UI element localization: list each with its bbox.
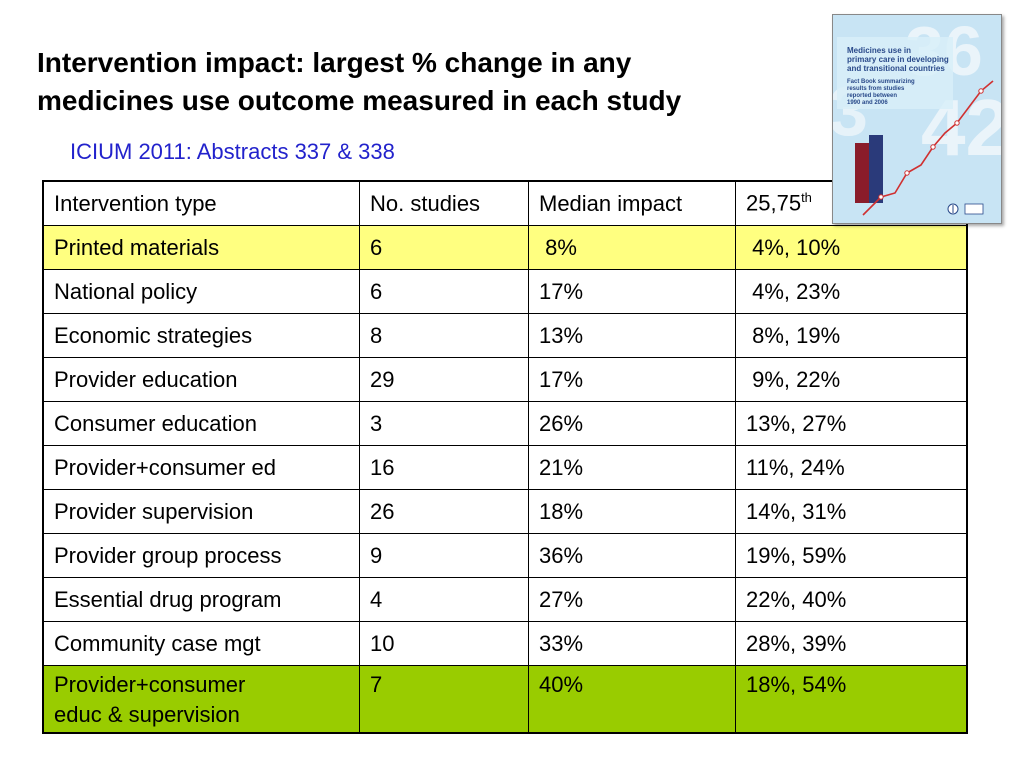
cell-median: 27% [528, 577, 736, 622]
page-title: Intervention impact: largest % change in… [37, 44, 837, 120]
header-no-studies: No. studies [359, 180, 529, 226]
cover-bar-2 [869, 135, 883, 203]
cell-range: 28%, 39% [735, 621, 968, 666]
cell-studies: 10 [359, 621, 529, 666]
impact-table: Intervention type No. studies Median imp… [42, 180, 968, 734]
fact-book-cover-graphic: 36 42 3 Medicines use in primary care in… [833, 15, 1001, 223]
cell-range: 13%, 27% [735, 401, 968, 446]
cell-studies: 3 [359, 401, 529, 446]
table-row-provider-supervision: Provider supervision 26 18% 14%, 31% [42, 489, 968, 534]
table-row-national-policy: National policy 6 17% 4%, 23% [42, 269, 968, 314]
cover-bar-1 [855, 143, 869, 203]
table-row-provider-education: Provider education 29 17% 9%, 22% [42, 357, 968, 402]
cell-studies: 8 [359, 313, 529, 358]
cell-type: Community case mgt [42, 621, 360, 666]
table-row-community-case-mgt: Community case mgt 10 33% 28%, 39% [42, 621, 968, 666]
header-intervention-type: Intervention type [42, 180, 360, 226]
cell-type: Economic strategies [42, 313, 360, 358]
who-emblem-icon [947, 203, 959, 215]
cover-title-line-1: Medicines use in [847, 46, 911, 55]
cell-type: Essential drug program [42, 577, 360, 622]
partner-logo-icon [964, 203, 984, 215]
table-row-essential-drug-program: Essential drug program 4 27% 22%, 40% [42, 577, 968, 622]
table-row-printed-materials: Printed materials 6 8% 4%, 10% [42, 225, 968, 270]
table-row-provider-consumer-ed: Provider+consumer ed 16 21% 11%, 24% [42, 445, 968, 490]
table-row-consumer-education: Consumer education 3 26% 13%, 27% [42, 401, 968, 446]
cell-studies: 7 [359, 665, 529, 734]
cell-median: 13% [528, 313, 736, 358]
cell-median: 17% [528, 357, 736, 402]
subtitle: ICIUM 2011: Abstracts 337 & 338 [70, 139, 395, 164]
cell-type-line-1: Provider+consumer [54, 672, 246, 697]
table-row-provider-consumer-educ-supervision: Provider+consumer educ & supervision 7 40… [42, 665, 968, 734]
cell-studies: 6 [359, 269, 529, 314]
cell-range: 9%, 22% [735, 357, 968, 402]
cell-range: 11%, 24% [735, 445, 968, 490]
cover-title-line-2: primary care in developing [847, 55, 949, 64]
cell-range: 18%, 54% [735, 665, 968, 734]
title-line-1: Intervention impact: largest % change in… [37, 47, 632, 78]
cover-desc-line-4: 1990 and 2006 [847, 100, 888, 106]
fact-book-cover-image: 36 42 3 Medicines use in primary care in… [832, 14, 1002, 224]
table-row-provider-group-process: Provider group process 9 36% 19%, 59% [42, 533, 968, 578]
cell-median: 18% [528, 489, 736, 534]
cell-median: 40% [528, 665, 736, 734]
header-percentile-suffix: th [801, 190, 812, 206]
cell-studies: 6 [359, 225, 529, 270]
cell-range: 19%, 59% [735, 533, 968, 578]
cell-studies: 9 [359, 533, 529, 578]
cell-studies: 29 [359, 357, 529, 402]
cell-range: 4%, 10% [735, 225, 968, 270]
cell-studies: 4 [359, 577, 529, 622]
cell-median: 36% [528, 533, 736, 578]
cell-median: 17% [528, 269, 736, 314]
cell-range: 14%, 31% [735, 489, 968, 534]
cell-type: Provider education [42, 357, 360, 402]
cell-type: Printed materials [42, 225, 360, 270]
cell-range: 8%, 19% [735, 313, 968, 358]
cell-type: Provider supervision [42, 489, 360, 534]
header-median-impact: Median impact [528, 180, 736, 226]
title-line-2: medicines use outcome measured in each s… [37, 85, 682, 116]
cover-desc-line-2: results from studies [847, 86, 905, 92]
header-percentile-text: 25,75 [746, 190, 802, 216]
cell-type: Provider+consumer educ & supervision [42, 665, 360, 734]
cell-median: 21% [528, 445, 736, 490]
cover-desc-line-3: reported between [847, 93, 897, 99]
cell-type: Provider+consumer ed [42, 445, 360, 490]
impact-table-container: Intervention type No. studies Median imp… [42, 180, 968, 734]
cell-median: 33% [528, 621, 736, 666]
cell-type: National policy [42, 269, 360, 314]
cover-desc-line-1: Fact Book summarizing [847, 79, 915, 85]
cell-studies: 26 [359, 489, 529, 534]
cell-type: Provider group process [42, 533, 360, 578]
cell-median: 8% [528, 225, 736, 270]
cover-title-line-3: and transitional countries [847, 64, 945, 73]
cell-median: 26% [528, 401, 736, 446]
cell-range: 4%, 23% [735, 269, 968, 314]
cell-type-line-2: educ & supervision [54, 702, 240, 727]
cell-type: Consumer education [42, 401, 360, 446]
cell-range: 22%, 40% [735, 577, 968, 622]
table-row-economic-strategies: Economic strategies 8 13% 8%, 19% [42, 313, 968, 358]
table-header-row: Intervention type No. studies Median imp… [42, 180, 968, 226]
cell-studies: 16 [359, 445, 529, 490]
